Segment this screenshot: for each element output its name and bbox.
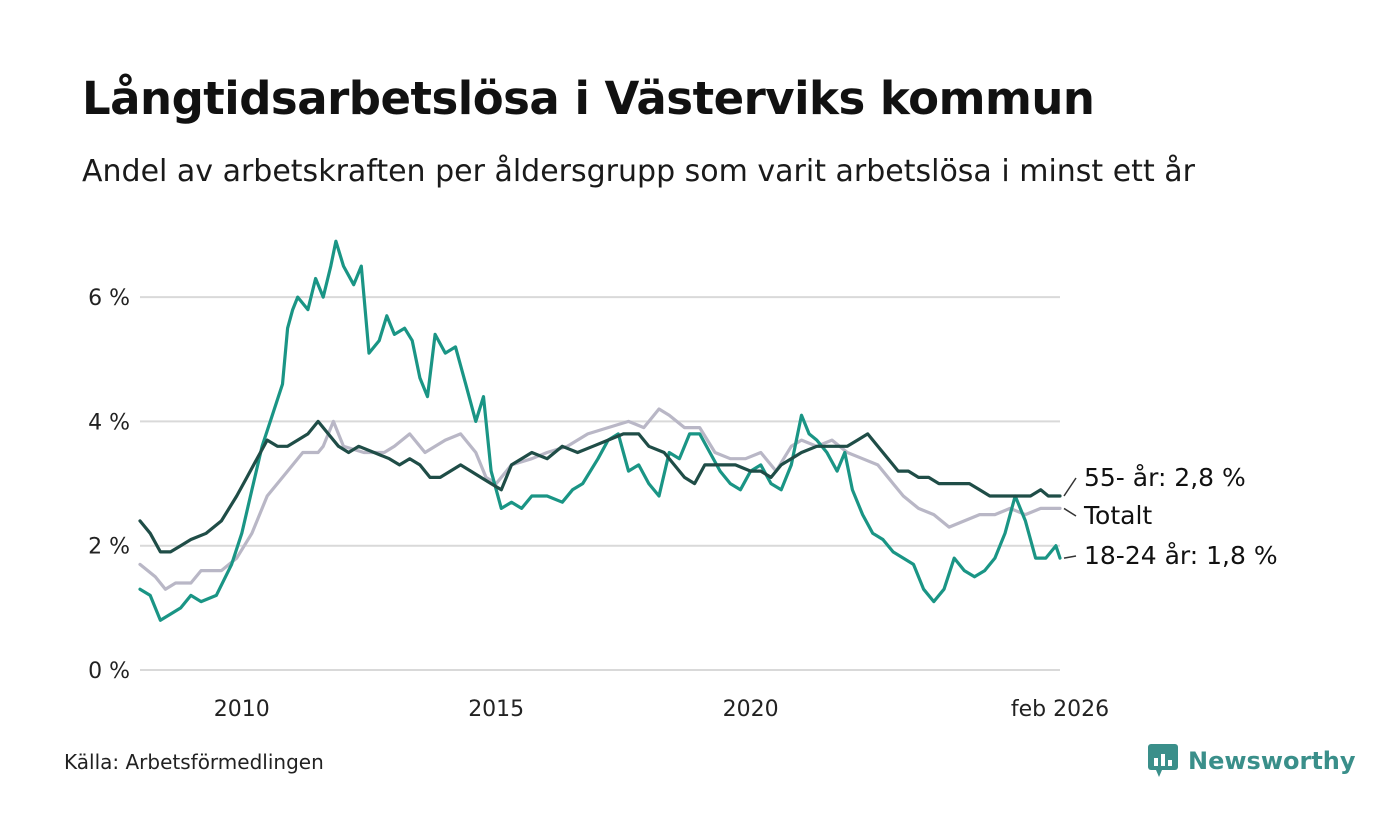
x-tick-label: 2010 — [214, 697, 270, 722]
x-tick-label: 2020 — [723, 697, 779, 722]
x-tick-label: feb 2026 — [1011, 697, 1109, 722]
y-tick-label: 0 % — [88, 659, 130, 684]
series-label-total: Totalt — [1083, 501, 1152, 530]
label-leader-line — [1063, 555, 1077, 559]
x-tick-label: 2015 — [468, 697, 524, 722]
y-axis-ticks: 0 % 2 % 4 % 6 % — [88, 286, 130, 684]
source-note: Källa: Arbetsförmedlingen — [64, 750, 324, 774]
chart-title: Långtidsarbetslösa i Västerviks kommun — [82, 72, 1095, 125]
gridlines — [140, 296, 1060, 671]
series-labels: Totalt 18-24 år: 1,8 % 55- år: 2,8 % — [1063, 463, 1278, 570]
bar-chart-logo-icon — [1148, 744, 1178, 777]
y-tick-label: 4 % — [88, 410, 130, 435]
y-tick-label: 2 % — [88, 535, 130, 560]
series-line-total — [138, 407, 1062, 591]
brand-name: Newsworthy — [1188, 747, 1356, 775]
x-axis-ticks: 2010 2015 2020 feb 2026 — [214, 697, 1109, 722]
chart-subtitle: Andel av arbetskraften per åldersgrupp s… — [82, 154, 1195, 189]
y-tick-label: 6 % — [88, 286, 130, 311]
label-leader-line — [1063, 477, 1077, 497]
series-line-youth — [138, 239, 1062, 622]
series-line-senior — [138, 419, 1062, 554]
series-lines — [138, 239, 1062, 622]
series-label-youth: 18-24 år: 1,8 % — [1084, 541, 1278, 570]
brand-logo: Newsworthy — [1148, 744, 1356, 778]
series-label-senior: 55- år: 2,8 % — [1084, 463, 1246, 492]
label-leader-line — [1063, 507, 1077, 517]
